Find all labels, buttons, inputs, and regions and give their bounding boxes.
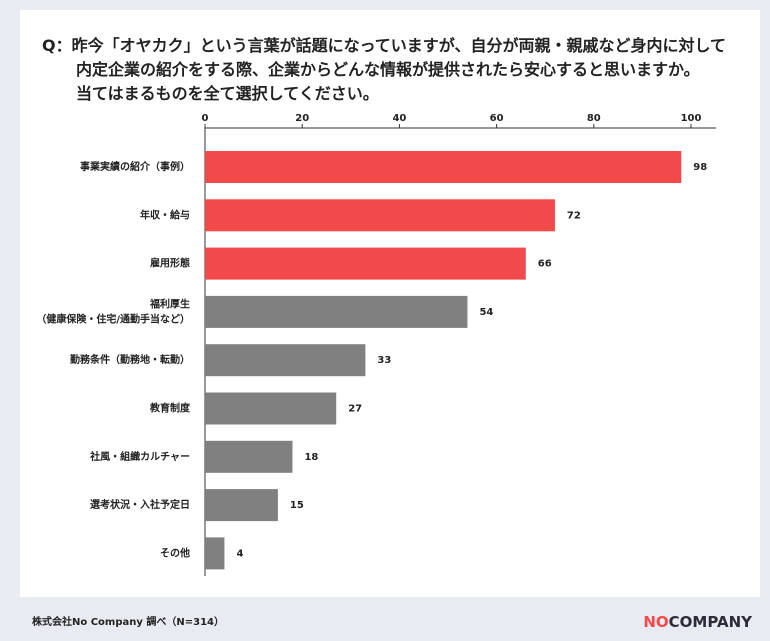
y-tick-label: 年収・給与 — [140, 208, 190, 221]
logo-part: COMPANY — [669, 613, 753, 631]
value-label: 98 — [693, 162, 707, 173]
y-tick-label: 選考状況・入社予定日 — [90, 498, 190, 511]
value-label: 72 — [567, 210, 581, 221]
y-tick-label: 雇用形態 — [150, 257, 190, 270]
logo: NOCOMPANY — [643, 613, 753, 631]
y-tick-label: 勤務条件（勤務地・転勤） — [70, 353, 190, 366]
value-label: 66 — [538, 259, 552, 270]
bar — [205, 440, 293, 473]
x-tick-label: 100 — [681, 113, 702, 124]
bar — [205, 537, 225, 570]
source: 株式会社No Company 調べ（N=314） — [32, 615, 224, 628]
value-label: 15 — [290, 500, 304, 511]
x-tick-label: 20 — [295, 113, 309, 124]
x-tick-label: 80 — [587, 113, 601, 124]
bar — [205, 199, 555, 232]
value-label: 18 — [304, 452, 318, 463]
x-tick-label: 0 — [202, 113, 209, 124]
bar — [205, 392, 337, 425]
y-tick-label: 社風・組織カルチャー — [89, 450, 190, 463]
bar — [205, 344, 366, 377]
x-tick-label: 40 — [392, 113, 406, 124]
y-tick-label: 教育制度 — [149, 402, 191, 415]
y-tick-label: 福利厚生（健康保険・住宅/通勤手当など） — [36, 297, 190, 325]
bar — [205, 295, 468, 328]
y-tick-label: 事業実績の紹介（事例） — [80, 160, 190, 173]
value-label: 4 — [236, 548, 243, 559]
y-tick-label: その他 — [160, 546, 190, 559]
value-label: 54 — [479, 307, 493, 318]
chart-title: Q：昨今「オヤカク」という言葉が話題になっていますが、自分が両親・親戚など身内に… — [42, 36, 726, 103]
bar — [205, 489, 278, 522]
bar — [205, 247, 526, 280]
value-label: 33 — [377, 355, 391, 366]
x-tick-label: 60 — [490, 113, 504, 124]
bar — [205, 151, 682, 183]
logo-part: NO — [643, 613, 668, 631]
value-label: 27 — [348, 404, 362, 415]
